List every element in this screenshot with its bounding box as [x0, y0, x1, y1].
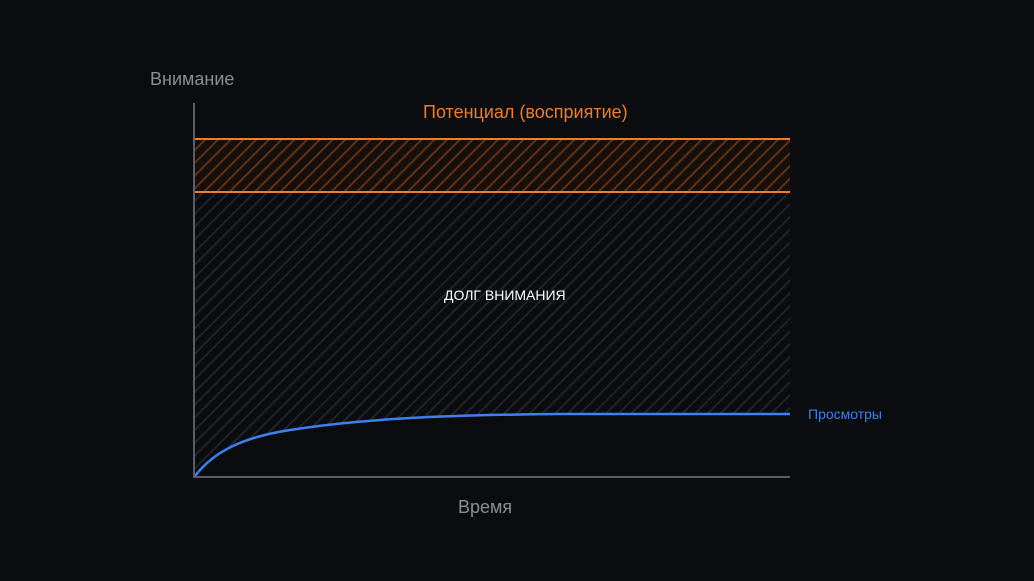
views-series-label: Просмотры: [808, 406, 882, 422]
potential-label: Потенциал (восприятие): [423, 102, 628, 122]
x-axis-label: Время: [458, 497, 513, 517]
attention-debt-label: ДОЛГ ВНИМАНИЯ: [444, 287, 566, 303]
views-curve: [194, 412, 790, 477]
potential-band: [195, 139, 790, 192]
views-under-area: [195, 414, 790, 476]
y-axis-label: Внимание: [150, 69, 235, 89]
